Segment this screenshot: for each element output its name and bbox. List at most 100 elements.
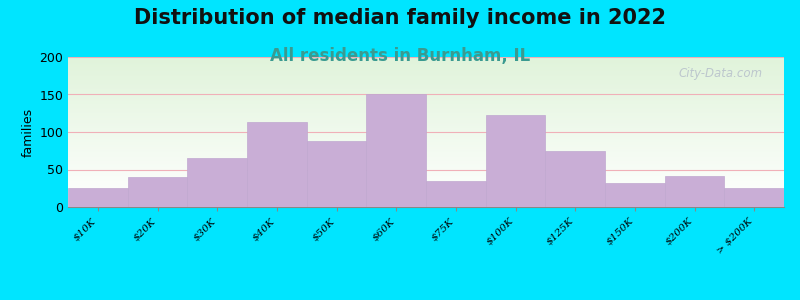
Bar	[68, 179, 784, 180]
Bar	[68, 202, 784, 203]
Bar	[546, 151, 605, 207]
Bar	[68, 165, 784, 166]
Bar	[68, 169, 784, 170]
Bar	[68, 112, 784, 113]
Bar	[68, 143, 784, 144]
Bar	[68, 72, 784, 73]
Bar	[68, 190, 784, 191]
Bar	[68, 132, 784, 133]
Bar	[68, 69, 784, 70]
Bar	[68, 173, 784, 174]
Bar	[68, 110, 784, 111]
Bar	[68, 68, 784, 69]
Bar	[68, 189, 784, 190]
Bar	[68, 174, 784, 175]
Bar	[68, 129, 784, 130]
Text: All residents in Burnham, IL: All residents in Burnham, IL	[270, 46, 530, 64]
Bar	[68, 104, 784, 105]
Bar	[68, 84, 784, 85]
Bar	[68, 60, 784, 61]
Bar	[68, 117, 784, 118]
Bar	[68, 62, 784, 63]
Bar	[128, 177, 187, 207]
Bar	[68, 178, 784, 179]
Bar	[68, 121, 784, 122]
Bar	[68, 161, 784, 162]
Bar	[68, 192, 784, 193]
Bar	[68, 184, 784, 185]
Bar	[68, 175, 784, 176]
Bar	[68, 87, 784, 88]
Bar	[68, 156, 784, 157]
Y-axis label: families: families	[22, 107, 35, 157]
Bar	[68, 114, 784, 115]
Bar	[68, 188, 128, 207]
Bar	[187, 158, 247, 207]
Bar	[68, 163, 784, 164]
Bar	[68, 118, 784, 119]
Bar	[68, 139, 784, 140]
Bar	[68, 145, 784, 146]
Bar	[68, 70, 784, 71]
Bar	[68, 153, 784, 154]
Bar	[68, 154, 784, 155]
Bar	[68, 76, 784, 77]
Bar	[68, 136, 784, 137]
Bar	[68, 57, 784, 58]
Bar	[68, 108, 784, 109]
Bar	[68, 176, 784, 177]
Bar	[68, 134, 784, 135]
Bar	[68, 149, 784, 150]
Bar	[68, 92, 784, 93]
Bar	[68, 71, 784, 72]
Bar	[68, 83, 784, 84]
Bar	[68, 180, 784, 181]
Bar	[68, 148, 784, 149]
Text: City-Data.com: City-Data.com	[678, 68, 762, 80]
Bar	[68, 116, 784, 117]
Bar	[68, 187, 784, 188]
Bar	[68, 203, 784, 204]
Bar	[68, 99, 784, 100]
Bar	[68, 89, 784, 90]
Bar	[68, 193, 784, 194]
Bar	[68, 101, 784, 102]
Bar	[68, 64, 784, 65]
Bar	[68, 63, 784, 64]
Bar	[68, 151, 784, 152]
Bar	[68, 82, 784, 83]
Bar	[68, 155, 784, 156]
Bar	[68, 125, 784, 126]
Bar	[68, 118, 784, 119]
Bar	[68, 152, 784, 153]
Bar	[68, 147, 784, 148]
Bar	[68, 204, 784, 205]
Bar	[68, 195, 784, 196]
Bar	[68, 74, 784, 75]
Bar	[68, 138, 784, 139]
Bar	[306, 141, 366, 207]
Bar	[68, 75, 784, 76]
Bar	[68, 172, 784, 173]
Bar	[68, 66, 784, 67]
Bar	[68, 159, 784, 160]
Bar	[665, 176, 724, 207]
Bar	[68, 169, 784, 170]
Bar	[68, 96, 784, 97]
Bar	[426, 181, 486, 207]
Bar	[68, 85, 784, 86]
Bar	[68, 130, 784, 131]
Bar	[68, 120, 784, 121]
Bar	[68, 109, 784, 110]
Bar	[68, 90, 784, 91]
Bar	[68, 105, 784, 106]
Bar	[68, 181, 784, 182]
Bar	[68, 127, 784, 128]
Bar	[68, 93, 784, 94]
Bar	[68, 183, 784, 184]
Bar	[366, 94, 426, 207]
Bar	[68, 196, 784, 197]
Bar	[68, 107, 784, 108]
Bar	[68, 95, 784, 96]
Bar	[68, 94, 784, 95]
